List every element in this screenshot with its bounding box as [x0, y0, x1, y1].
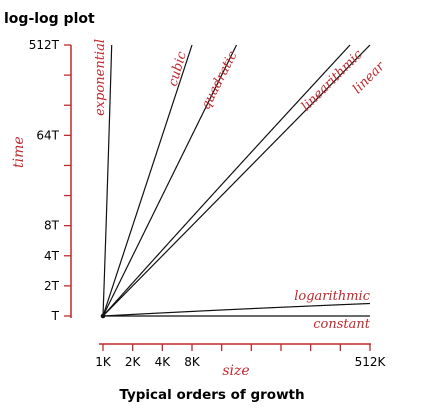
curve-labels: constantlogarithmiclinearlinearithmicqua… — [93, 39, 388, 332]
y-tick-label: T — [51, 309, 60, 323]
curve-quadratic — [102, 44, 238, 317]
curves — [102, 44, 371, 317]
curve-label-cubic: cubic — [166, 49, 190, 88]
y-tick-label: 512T — [29, 38, 60, 52]
curve-linearithmic — [102, 44, 351, 317]
x-tick-label: 4K — [155, 355, 172, 369]
y-axis: T 2T 4T 8T 64T 512T — [29, 38, 72, 323]
origin-point — [100, 313, 106, 319]
x-tick-label: 1K — [95, 355, 112, 369]
x-tick-label: 2K — [125, 355, 142, 369]
y-tick-label: 8T — [44, 219, 60, 233]
y-tick-label: 64T — [36, 128, 59, 142]
chart-caption: Typical orders of growth — [119, 387, 304, 403]
y-axis-label: time — [11, 136, 27, 168]
curve-label-exponential: exponential — [93, 39, 108, 116]
x-tick-label: 8K — [184, 355, 201, 369]
curve-label-quadratic: quadratic — [198, 48, 240, 112]
curve-logarithmic — [102, 302, 371, 317]
chart-title: log-log plot — [4, 11, 95, 27]
y-tick-label: 2T — [44, 279, 60, 293]
curve-exponential — [102, 44, 113, 317]
curve-linear — [102, 44, 371, 317]
curve-label-logarithmic: logarithmic — [294, 289, 371, 304]
x-tick-label: 512K — [355, 355, 387, 369]
x-axis: 1K 2K 4K 8K 512K — [95, 343, 387, 369]
curve-cubic — [102, 44, 193, 317]
x-axis-label: size — [222, 363, 249, 379]
curve-label-constant: constant — [313, 317, 370, 332]
y-tick-label: 4T — [44, 249, 60, 263]
